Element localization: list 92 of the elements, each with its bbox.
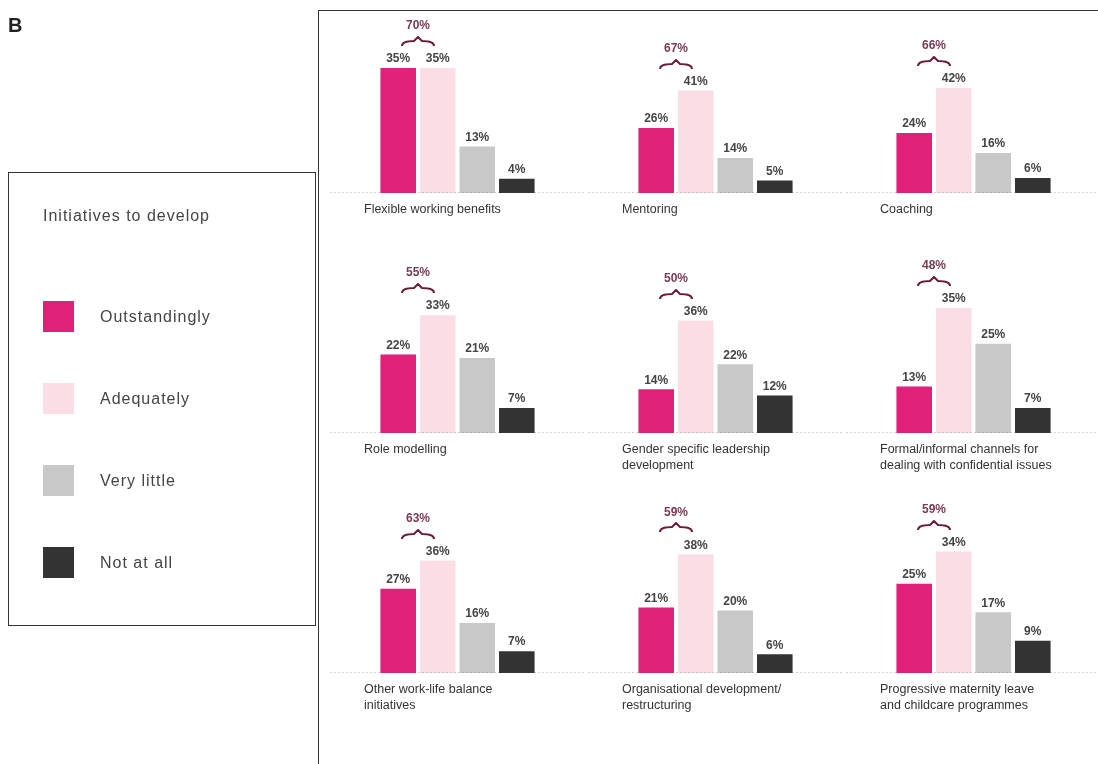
x-axis-title: Mentoring bbox=[622, 201, 679, 217]
text: 70% bbox=[405, 18, 431, 33]
data-label: 13% bbox=[902, 369, 927, 384]
data-label: 41% bbox=[683, 73, 709, 88]
data-label: 42% bbox=[941, 71, 967, 86]
bar bbox=[717, 610, 754, 673]
data-label: 22% bbox=[723, 347, 748, 362]
bar bbox=[757, 395, 793, 433]
legend-label: Not at all bbox=[100, 553, 174, 572]
data-label: 16% bbox=[465, 606, 490, 621]
data-label: 25% bbox=[902, 567, 927, 582]
bar bbox=[638, 389, 674, 433]
data-label: 6% bbox=[1024, 161, 1042, 176]
bar bbox=[1015, 408, 1051, 433]
data-label: 24% bbox=[902, 116, 927, 131]
bar bbox=[677, 90, 714, 193]
bar bbox=[935, 551, 972, 673]
bar bbox=[935, 308, 972, 433]
data-label: 35% bbox=[941, 291, 967, 306]
x-axis-title: Organisational development/ restructuring bbox=[622, 681, 783, 713]
x-axis-title: Coaching bbox=[880, 201, 934, 217]
bar bbox=[975, 612, 1012, 673]
text: 59% bbox=[921, 501, 947, 516]
x-axis-title: Role modelling bbox=[364, 441, 448, 457]
legend-label: Outstandingly bbox=[100, 307, 211, 326]
data-label: 14% bbox=[723, 141, 748, 156]
data-label: 9% bbox=[1024, 624, 1042, 639]
data-label: 35% bbox=[386, 51, 411, 66]
bar bbox=[975, 343, 1012, 433]
data-label: 21% bbox=[465, 341, 490, 356]
data-label: 7% bbox=[508, 391, 526, 406]
x-axis-title: Other work-life balance initiatives bbox=[364, 681, 494, 713]
data-label: 38% bbox=[683, 537, 709, 552]
bar bbox=[717, 364, 754, 433]
data-label: 14% bbox=[644, 372, 669, 387]
bar bbox=[499, 408, 535, 433]
data-label: 7% bbox=[508, 634, 526, 649]
data-label: 20% bbox=[723, 593, 748, 608]
x-axis-title: Flexible working benefits bbox=[364, 201, 502, 217]
data-label: 21% bbox=[644, 590, 669, 605]
bar bbox=[677, 554, 714, 673]
data-label: 36% bbox=[425, 543, 451, 558]
bar bbox=[638, 607, 674, 673]
data-label: 33% bbox=[425, 298, 451, 313]
text: 59% bbox=[663, 504, 689, 519]
data-label: 4% bbox=[508, 162, 526, 177]
text: 50% bbox=[663, 270, 689, 285]
legend-label: Very little bbox=[100, 471, 176, 490]
bar bbox=[757, 654, 793, 673]
bar bbox=[499, 651, 535, 673]
data-label: 25% bbox=[981, 327, 1006, 342]
data-label: 27% bbox=[386, 571, 411, 586]
text: 55% bbox=[405, 265, 431, 280]
text: 67% bbox=[663, 40, 689, 55]
bar bbox=[896, 386, 932, 433]
bar bbox=[896, 583, 932, 673]
text: 48% bbox=[921, 258, 947, 273]
text: B bbox=[8, 14, 23, 37]
x-axis-title: Formal/informal channels for dealing with confidential issues bbox=[880, 441, 1053, 473]
data-label: 12% bbox=[762, 378, 788, 393]
bar bbox=[380, 354, 416, 433]
legend-title: Initiatives to develop bbox=[43, 207, 210, 225]
data-label: 26% bbox=[644, 111, 669, 126]
bar bbox=[935, 88, 972, 193]
legend-label: Adequately bbox=[100, 389, 191, 408]
bar bbox=[896, 133, 932, 193]
data-label: 17% bbox=[981, 595, 1006, 610]
data-label: 7% bbox=[1024, 391, 1042, 406]
data-label: 34% bbox=[941, 534, 967, 549]
bar bbox=[975, 153, 1012, 193]
text: 63% bbox=[405, 510, 431, 525]
bar bbox=[459, 358, 496, 433]
x-axis-title: Gender specific leadership development bbox=[622, 441, 771, 473]
bar bbox=[677, 320, 714, 433]
data-label: 36% bbox=[683, 303, 709, 318]
bar bbox=[638, 128, 674, 193]
data-label: 13% bbox=[465, 129, 490, 144]
bar bbox=[419, 315, 456, 433]
data-label: 16% bbox=[981, 136, 1006, 151]
data-label: 35% bbox=[425, 51, 451, 66]
bar bbox=[380, 588, 416, 673]
bar bbox=[1015, 178, 1051, 193]
data-label: 5% bbox=[766, 163, 784, 178]
data-label: 6% bbox=[766, 637, 784, 652]
x-axis-title: Progressive maternity leave and childcare programmes bbox=[880, 681, 1036, 713]
text: 66% bbox=[921, 38, 947, 53]
bar bbox=[757, 180, 793, 193]
bar bbox=[717, 158, 754, 193]
bar bbox=[419, 560, 456, 673]
bar bbox=[459, 623, 496, 673]
bar bbox=[1015, 640, 1051, 673]
data-label: 22% bbox=[386, 337, 411, 352]
